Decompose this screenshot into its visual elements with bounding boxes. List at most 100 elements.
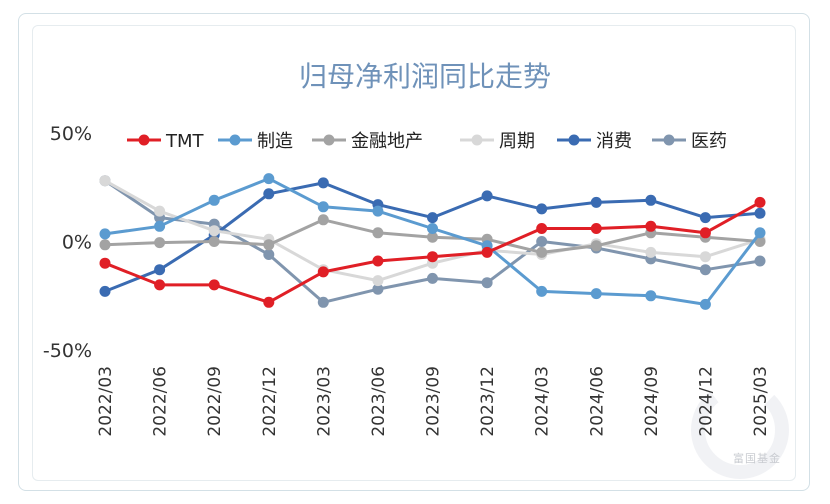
data-point: [317, 201, 329, 213]
y-tick-label: -50%: [43, 340, 92, 362]
legend-item: 消费: [557, 131, 632, 152]
series-TMT: [99, 196, 766, 308]
chart-title: 归母净利润同比走势: [299, 60, 551, 93]
chart-frame: [18, 13, 810, 491]
y-axis: 50% 0% -50%: [43, 123, 92, 362]
data-point: [154, 237, 166, 249]
data-point: [372, 255, 384, 267]
data-point: [481, 246, 493, 258]
data-point: [645, 290, 657, 302]
legend-label: 医药: [691, 131, 727, 152]
data-point: [154, 264, 166, 276]
data-point: [99, 257, 111, 269]
data-point: [317, 296, 329, 308]
chart-inner-frame: [32, 25, 796, 481]
data-point: [263, 173, 275, 185]
legend-item: 金融地产: [312, 131, 423, 152]
legend-item: 周期: [460, 131, 535, 152]
x-tick-label: 2022/09: [205, 366, 225, 437]
x-tick-label: 2023/09: [424, 366, 444, 437]
series-制造: [99, 173, 766, 310]
data-point: [99, 239, 111, 251]
data-point: [754, 227, 766, 239]
data-point: [645, 246, 657, 258]
y-tick-label: 50%: [50, 123, 92, 145]
data-point: [99, 175, 111, 187]
data-point: [590, 240, 602, 252]
data-point: [154, 279, 166, 291]
data-point: [427, 231, 438, 243]
watermark-logo: [691, 381, 789, 479]
legend-label: 金融地产: [351, 131, 423, 152]
data-point: [427, 212, 438, 224]
data-point: [208, 236, 220, 247]
data-point: [536, 203, 548, 215]
data-point: [372, 205, 384, 217]
legend-marker: [663, 134, 675, 146]
x-tick-label: 2024/06: [587, 366, 607, 437]
data-point: [208, 279, 220, 291]
x-tick-label: 2023/06: [369, 366, 389, 437]
data-point: [754, 196, 766, 208]
data-point: [99, 285, 111, 297]
x-tick-label: 2025/03: [751, 366, 771, 437]
data-point: [372, 283, 384, 295]
data-point: [754, 207, 766, 219]
legend-marker: [471, 134, 483, 146]
data-point: [317, 214, 329, 226]
legend-marker: [323, 134, 335, 146]
x-tick-label: 2023/03: [314, 366, 334, 437]
legend-marker: [138, 134, 150, 146]
data-point: [208, 225, 220, 237]
watermark-text: 富国基金: [733, 452, 781, 465]
data-point: [536, 246, 548, 258]
legend-label: 周期: [499, 131, 535, 152]
data-point: [263, 239, 275, 251]
data-point: [317, 177, 329, 189]
legend-label: 消费: [596, 131, 632, 152]
x-tick-label: 2023/12: [478, 366, 498, 437]
data-point: [372, 227, 384, 239]
data-point: [645, 220, 657, 232]
series-layer: [99, 173, 766, 310]
x-tick-label: 2022/12: [260, 366, 280, 437]
data-point: [590, 223, 602, 234]
data-point: [317, 266, 329, 278]
data-point: [154, 220, 166, 232]
data-point: [699, 212, 711, 224]
legend-label: 制造: [257, 131, 293, 152]
data-point: [645, 194, 657, 206]
data-point: [699, 227, 711, 239]
data-point: [427, 251, 438, 263]
x-tick-label: 2024/09: [642, 366, 662, 437]
data-point: [208, 194, 220, 206]
data-point: [536, 285, 548, 297]
data-point: [754, 255, 766, 267]
data-point: [536, 223, 548, 234]
data-point: [427, 223, 438, 234]
legend-marker: [229, 134, 241, 146]
data-point: [699, 264, 711, 276]
data-point: [263, 296, 275, 308]
data-point: [154, 205, 166, 217]
data-point: [481, 277, 493, 289]
data-point: [536, 236, 548, 247]
x-tick-label: 2022/03: [96, 366, 116, 437]
x-tick-label: 2022/06: [151, 366, 171, 437]
data-point: [699, 251, 711, 263]
data-point: [427, 272, 438, 284]
data-point: [99, 228, 111, 240]
legend-item: 医药: [652, 131, 727, 152]
data-point: [481, 190, 493, 202]
x-tick-label: 2024/03: [533, 366, 553, 437]
data-point: [263, 188, 275, 200]
legend-item: 制造: [218, 131, 293, 152]
data-point: [699, 298, 711, 310]
legend-item: TMT: [127, 131, 205, 152]
y-tick-label: 0%: [62, 232, 92, 254]
x-tick-label: 2024/12: [696, 366, 716, 437]
legend-marker: [568, 134, 580, 146]
x-axis: 2022/03 2022/06 2022/09 2022/12 2023/03 2023/…: [96, 366, 771, 437]
data-point: [263, 249, 275, 260]
legend: TMT 制造 金融地产 周期 消费 医药: [127, 131, 727, 152]
